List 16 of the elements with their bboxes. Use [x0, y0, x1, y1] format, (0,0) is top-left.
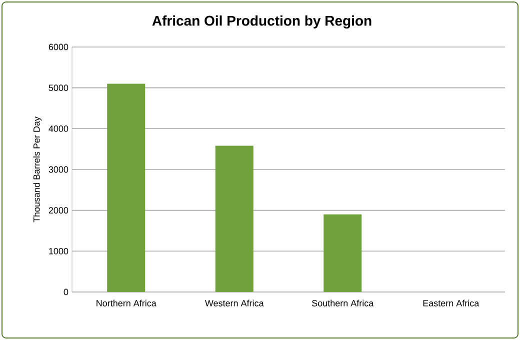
x-tick-label: Western Africa	[205, 300, 264, 306]
y-tick-label: 3000	[48, 166, 68, 173]
bar	[324, 214, 362, 292]
x-tick-label: Northern Africa	[96, 300, 156, 306]
y-tick-label: 6000	[48, 44, 68, 50]
y-axis-title: Thousand Barrels Per Day	[33, 116, 42, 222]
y-tick-label: 0	[64, 288, 68, 296]
x-tick-label: Eastern Africa	[423, 300, 480, 306]
bar	[215, 146, 254, 292]
bar	[107, 84, 146, 292]
x-tick-label: Southern Africa	[312, 300, 374, 306]
y-tick-label: 2000	[48, 207, 68, 214]
y-tick-label: 1000	[49, 248, 68, 254]
y-tick-label: 4000	[48, 125, 68, 132]
y-tick-label: 5000	[48, 84, 68, 92]
chart-title: African Oil Production by Region	[152, 15, 372, 29]
